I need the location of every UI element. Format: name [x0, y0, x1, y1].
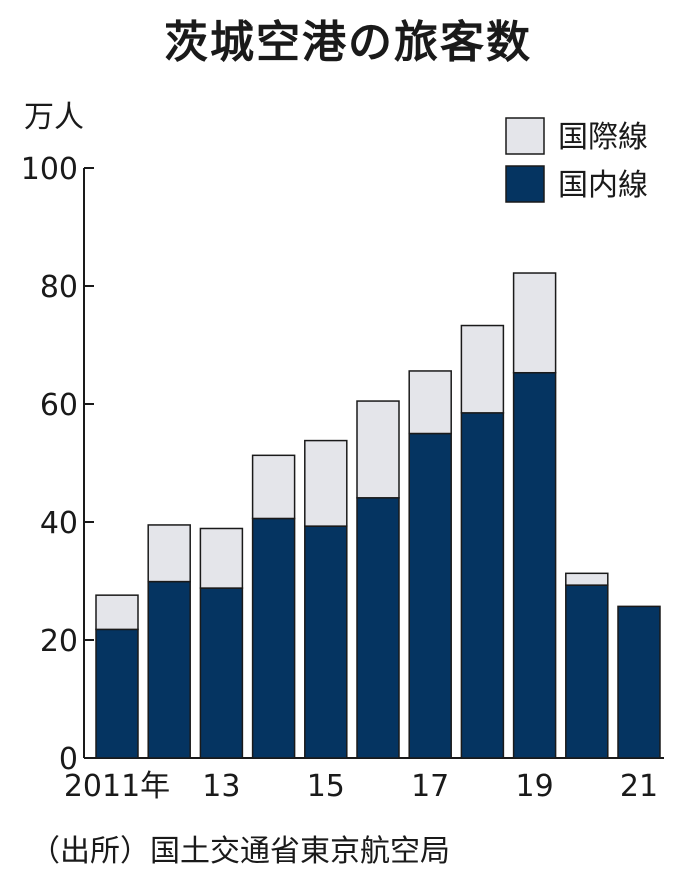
bar-international — [512, 272, 557, 374]
bar-domestic — [147, 580, 191, 759]
bar-international — [304, 439, 348, 527]
legend-label: 国内線 — [558, 168, 648, 203]
bar-domestic — [617, 605, 661, 759]
bar-domestic — [95, 628, 139, 759]
legend-swatch — [505, 117, 545, 155]
y-axis-unit-label: 万人 — [24, 100, 84, 135]
bar-domestic — [512, 371, 557, 759]
source-note: （出所）国土交通省東京航空局 — [30, 834, 450, 869]
bar-international — [565, 572, 609, 586]
x-tick-label: 21 — [620, 769, 658, 804]
x-tick-label: 13 — [202, 769, 240, 804]
x-tick-label: 17 — [411, 769, 449, 804]
x-tick-label: 2011年 — [64, 769, 170, 804]
bar-international — [199, 527, 244, 589]
bar-domestic — [199, 587, 244, 759]
bar-international — [408, 370, 452, 435]
bar-international — [251, 454, 296, 520]
x-tick-label: 19 — [516, 769, 554, 804]
y-tick-label: 20 — [40, 624, 78, 659]
y-tick-label: 60 — [40, 388, 78, 423]
bar-domestic — [565, 584, 609, 759]
legend-swatch — [505, 165, 545, 203]
bar-domestic — [460, 412, 505, 759]
bar-international — [356, 400, 400, 499]
y-tick-label: 0 — [59, 742, 78, 777]
legend-label: 国際線 — [558, 120, 648, 155]
bar-domestic — [408, 432, 452, 759]
x-tick-label: 15 — [307, 769, 345, 804]
bar-domestic — [304, 525, 348, 759]
y-tick-label: 40 — [40, 506, 78, 541]
bar-international — [95, 594, 139, 631]
bar-international — [147, 524, 191, 583]
chart-title: 茨城空港の旅客数 — [164, 17, 532, 68]
y-tick-label: 100 — [21, 152, 78, 187]
bar-domestic — [251, 517, 296, 759]
bar-domestic — [356, 497, 400, 759]
y-tick-label: 80 — [40, 270, 78, 305]
bar-international — [460, 324, 505, 414]
